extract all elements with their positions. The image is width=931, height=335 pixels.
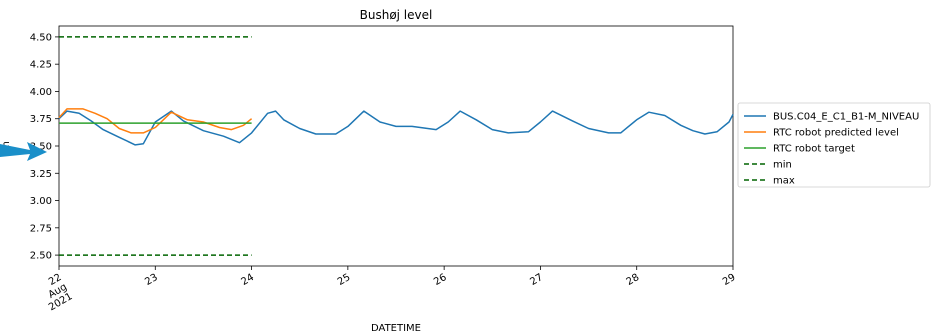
x-tick-label-line: 24 xyxy=(240,272,257,288)
y-tick-label: 2.50 xyxy=(30,251,52,262)
y-axis: 2.50 2.75 3.00 3.25 3.50 3.75 4.00 4.25 4.50 xyxy=(30,32,59,262)
x-tick-label-line: 28 xyxy=(625,272,642,288)
annotation-arrow xyxy=(0,142,47,161)
legend-frame xyxy=(737,102,931,188)
legend-label: min xyxy=(773,160,792,171)
x-axis-label: DATETIME xyxy=(371,323,421,334)
series-line-1 xyxy=(58,110,734,146)
legend: BUS.C04_E_C1_B1-M_NIVEAU RTC robot predic… xyxy=(737,102,931,188)
x-tick-label: 26 xyxy=(432,272,449,288)
x-tick-label-line: 29 xyxy=(721,272,738,288)
series-group xyxy=(58,36,734,256)
x-tick-label: 23 xyxy=(143,272,160,288)
y-tick-label: 3.75 xyxy=(30,114,52,125)
x-axis: 22Aug2021 23 24 25 26 27 28 29 xyxy=(36,266,738,313)
x-tick-label: 25 xyxy=(336,272,353,288)
y-tick-label: 2.75 xyxy=(30,223,52,234)
y-tick-label: 4.50 xyxy=(30,32,52,43)
x-tick-label: 28 xyxy=(625,272,642,288)
x-tick-label: 29 xyxy=(721,272,738,288)
chart-title: Bushøj level xyxy=(360,8,433,22)
legend-label: RTC robot target xyxy=(773,144,855,155)
y-tick-label: 4.00 xyxy=(30,87,52,98)
x-tick-label-line: 26 xyxy=(432,272,449,288)
y-tick-label: 3.00 xyxy=(30,196,52,207)
y-tick-label: 3.25 xyxy=(30,169,52,180)
legend-label: max xyxy=(773,176,795,187)
legend-label: BUS.C04_E_C1_B1-M_NIVEAU xyxy=(773,112,919,123)
x-tick-label: 24 xyxy=(240,272,257,288)
plot-area xyxy=(58,25,734,267)
x-tick-label: 27 xyxy=(528,272,545,288)
x-tick-label-line: 23 xyxy=(143,272,160,288)
series-line-2 xyxy=(58,108,253,134)
legend-label: RTC robot predicted level xyxy=(773,128,899,139)
y-tick-label: 4.25 xyxy=(30,60,52,71)
x-tick-label-line: 25 xyxy=(336,272,353,288)
x-tick-label: 22Aug2021 xyxy=(36,272,75,313)
y-tick-label: 3.50 xyxy=(30,142,52,153)
x-tick-label-line: 27 xyxy=(528,272,545,288)
